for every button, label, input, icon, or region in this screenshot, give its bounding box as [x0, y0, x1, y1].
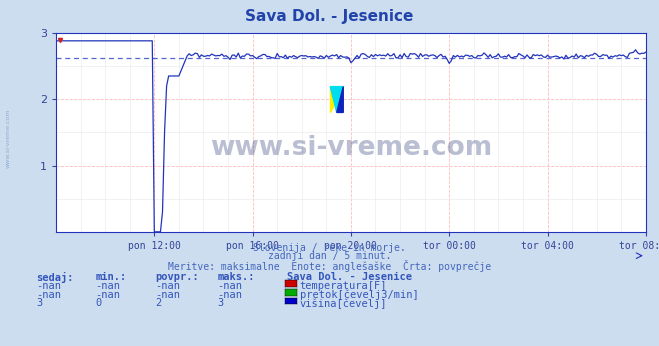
Text: zadnji dan / 5 minut.: zadnji dan / 5 minut. [268, 251, 391, 261]
Text: temperatura[F]: temperatura[F] [300, 281, 387, 291]
Text: min.:: min.: [96, 272, 127, 282]
Text: Sava Dol. - Jesenice: Sava Dol. - Jesenice [245, 9, 414, 24]
Text: Slovenija / reke in morje.: Slovenija / reke in morje. [253, 243, 406, 253]
Text: 0: 0 [96, 298, 101, 308]
Text: sedaj:: sedaj: [36, 272, 74, 283]
Text: -nan: -nan [96, 290, 121, 300]
Text: -nan: -nan [155, 281, 180, 291]
Text: maks.:: maks.: [217, 272, 255, 282]
Text: 3: 3 [217, 298, 223, 308]
Text: pretok[čevelj3/min]: pretok[čevelj3/min] [300, 290, 418, 300]
Text: www.si-vreme.com: www.si-vreme.com [210, 135, 492, 161]
Text: -nan: -nan [217, 290, 243, 300]
Text: 3: 3 [36, 298, 42, 308]
Text: www.si-vreme.com: www.si-vreme.com [5, 109, 11, 168]
Text: -nan: -nan [217, 281, 243, 291]
Polygon shape [330, 86, 343, 112]
Text: -nan: -nan [96, 281, 121, 291]
Text: Sava Dol. - Jesenice: Sava Dol. - Jesenice [287, 272, 412, 282]
Polygon shape [330, 86, 343, 112]
Text: -nan: -nan [36, 290, 61, 300]
Text: -nan: -nan [155, 290, 180, 300]
Text: povpr.:: povpr.: [155, 272, 198, 282]
Text: višina[čevelj]: višina[čevelj] [300, 298, 387, 309]
Text: 2: 2 [155, 298, 161, 308]
Text: -nan: -nan [36, 281, 61, 291]
Text: Meritve: maksimalne  Enote: anglešaške  Črta: povprečje: Meritve: maksimalne Enote: anglešaške Čr… [168, 260, 491, 272]
Polygon shape [337, 86, 343, 112]
